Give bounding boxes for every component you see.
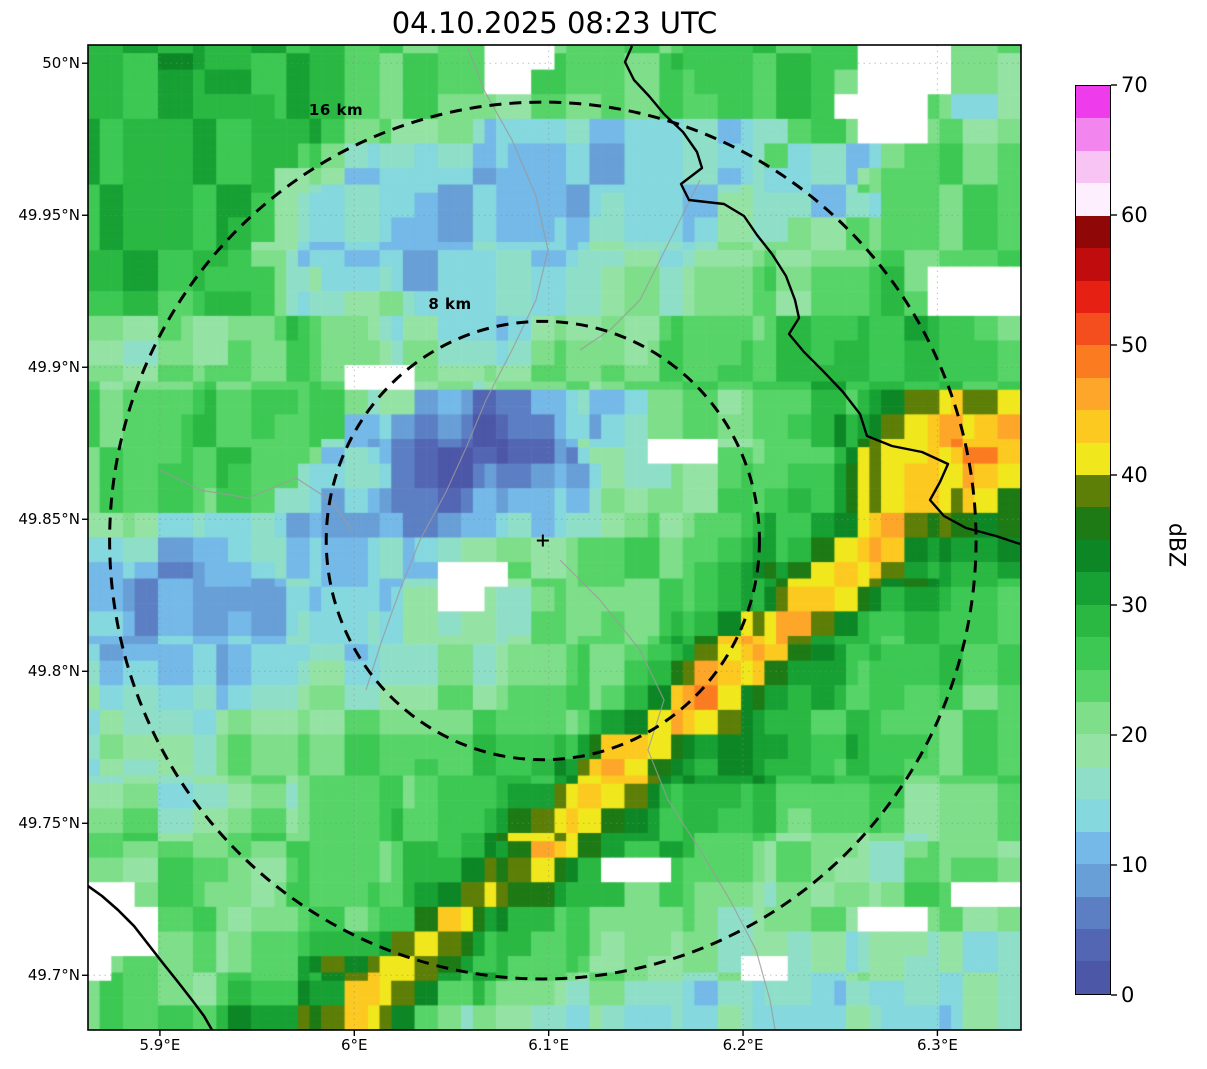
range-ring-label-8km: 8 km — [428, 295, 472, 313]
range-ring-label-16km: 16 km — [308, 101, 364, 119]
x-tick-label: 6.2°E — [722, 1036, 764, 1054]
colorbar-band — [1076, 928, 1110, 962]
colorbar-band — [1076, 150, 1110, 184]
y-tick-label: 49.9°N — [27, 358, 80, 377]
colorbar-band — [1076, 410, 1110, 443]
colorbar-band — [1076, 280, 1110, 313]
colorbar-band — [1076, 248, 1110, 281]
colorbar-band — [1076, 961, 1110, 994]
colorbar-tick-label: 0 — [1121, 983, 1135, 1007]
x-tick-label: 6.3°E — [916, 1036, 958, 1054]
colorbar-axis-label: dBZ — [1163, 522, 1189, 568]
colorbar-band — [1076, 86, 1110, 119]
colorbar-band — [1076, 669, 1110, 703]
y-tick-label: 49.85°N — [18, 510, 80, 529]
colorbar-band — [1076, 183, 1110, 216]
colorbar-band — [1076, 572, 1110, 605]
y-tick-label: 49.75°N — [18, 814, 80, 833]
colorbar-tick-label: 70 — [1121, 73, 1148, 97]
colorbar-band — [1076, 215, 1110, 249]
colorbar-band — [1076, 864, 1110, 897]
colorbar — [1075, 85, 1111, 995]
colorbar-tick-label: 10 — [1121, 853, 1148, 877]
colorbar-band — [1076, 442, 1110, 476]
colorbar-band — [1076, 637, 1110, 670]
x-tick-label: 6°E — [341, 1036, 368, 1054]
colorbar-tick-label: 40 — [1121, 463, 1148, 487]
colorbar-band — [1076, 377, 1110, 411]
colorbar-tick-label: 50 — [1121, 333, 1148, 357]
y-tick-label: 49.7°N — [27, 966, 80, 985]
colorbar-band — [1076, 345, 1110, 378]
colorbar-band — [1076, 831, 1110, 865]
colorbar-tick-label: 30 — [1121, 593, 1148, 617]
y-tick-label: 50°N — [42, 54, 80, 73]
colorbar-band — [1076, 312, 1110, 346]
colorbar-band — [1076, 896, 1110, 929]
colorbar-band — [1076, 734, 1110, 767]
colorbar-tick-label: 60 — [1121, 203, 1148, 227]
colorbar-band — [1076, 118, 1110, 151]
colorbar-band — [1076, 475, 1110, 508]
colorbar-band — [1076, 539, 1110, 573]
colorbar-band — [1076, 604, 1110, 638]
y-tick-label: 49.8°N — [27, 662, 80, 681]
x-tick-label: 5.9°E — [139, 1036, 181, 1054]
colorbar-band — [1076, 799, 1110, 832]
colorbar-band — [1076, 766, 1110, 800]
y-tick-label: 49.95°N — [18, 206, 80, 225]
colorbar-tick-label: 20 — [1121, 723, 1148, 747]
colorbar-band — [1076, 507, 1110, 540]
colorbar-band — [1076, 702, 1110, 735]
radar-reflectivity-canvas — [88, 45, 1021, 1030]
figure-title: 04.10.2025 08:23 UTC — [391, 6, 718, 40]
x-tick-label: 6.1°E — [528, 1036, 570, 1054]
